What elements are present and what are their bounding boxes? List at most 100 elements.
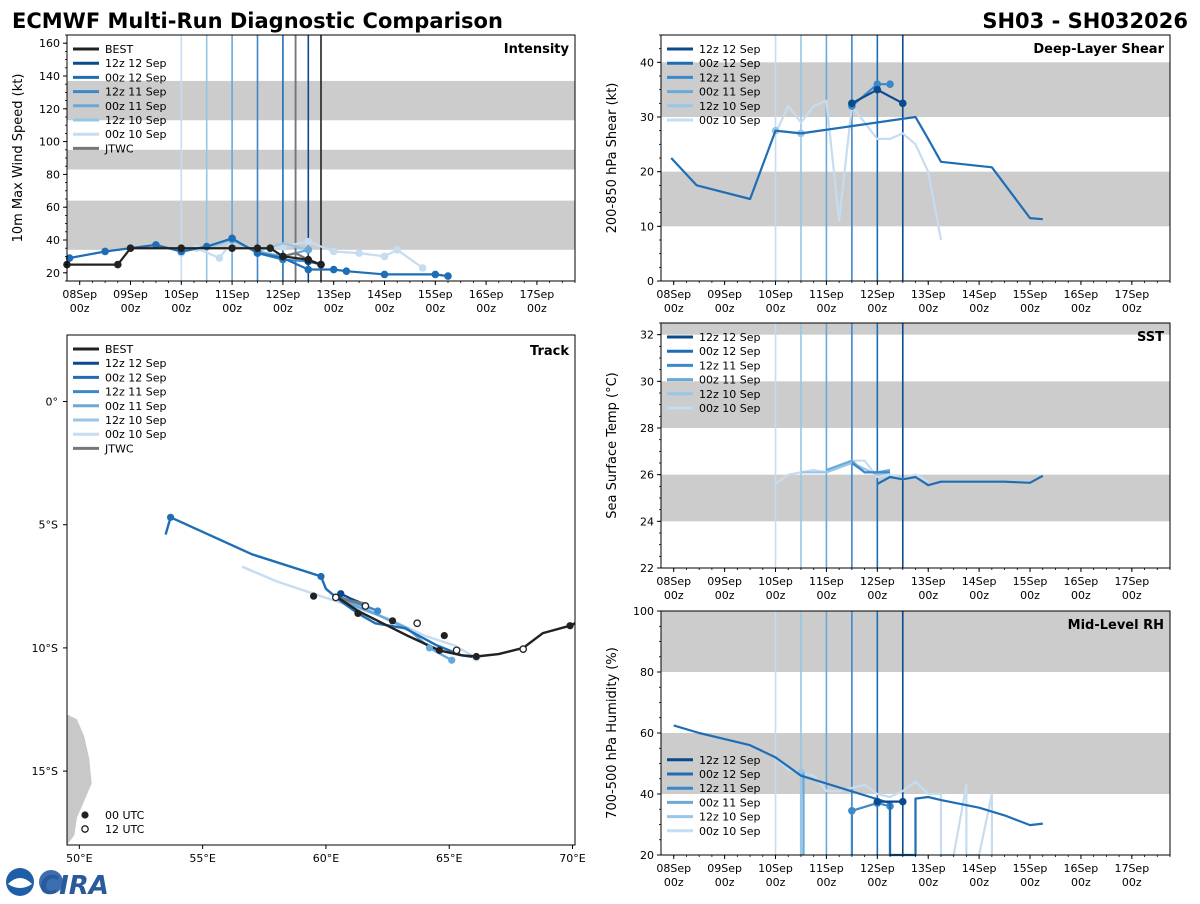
track-xtick-label: 55°E (189, 852, 215, 865)
track-point-12utc (453, 647, 459, 653)
intensity-series-point (330, 266, 338, 274)
intensity-xtick-sublabel: 00z (121, 302, 141, 315)
track-xtick-label: 50°E (66, 852, 92, 865)
track-xtick-label: 70°E (559, 852, 585, 865)
rh-xtick-sublabel: 00z (766, 876, 786, 889)
track-legend-label: 00z 10 Sep (105, 428, 167, 441)
intensity-legend-label: 12z 11 Sep (105, 86, 167, 99)
intensity-series-point (444, 272, 452, 280)
intensity-xtick-label: 12Sep (266, 288, 301, 301)
sst-xtick-sublabel: 00z (715, 589, 735, 602)
intensity-ytick-label: 60 (46, 201, 60, 214)
shear-series-point (886, 80, 894, 88)
sst-xtick-label: 15Sep (1013, 575, 1048, 588)
track-point-12utc (520, 646, 526, 652)
intensity-xtick-label: 17Sep (520, 288, 555, 301)
sst-xtick-sublabel: 00z (1071, 589, 1091, 602)
track-point-00utc (473, 653, 480, 660)
shear-series-point (899, 100, 907, 108)
rh-series-point (899, 798, 907, 806)
rh-series-point (848, 807, 856, 815)
track-title: Track (530, 344, 569, 359)
intensity-xtick-sublabel: 00z (375, 302, 395, 315)
rh-xtick-sublabel: 00z (1122, 876, 1142, 889)
track-point-00utc (441, 632, 448, 639)
shear-xtick-label: 10Sep (758, 288, 793, 301)
intensity-series-point (254, 244, 262, 252)
shear-ytick-label: 0 (647, 275, 654, 288)
sst-xtick-sublabel: 00z (1020, 589, 1040, 602)
rh-legend-label: 00z 12 Sep (699, 768, 761, 781)
sst-legend-label: 00z 10 Sep (699, 402, 761, 415)
track-legend-label: 00z 11 Sep (105, 400, 167, 413)
sst-ytick-label: 24 (640, 515, 654, 528)
rh-ytick-label: 100 (633, 605, 654, 618)
sst-xtick-label: 16Sep (1064, 575, 1099, 588)
intensity-series-point (178, 244, 186, 252)
track-legend-label: 12z 12 Sep (105, 357, 167, 370)
cira-logo: CIRA (6, 868, 109, 900)
intensity-xtick-sublabel: 00z (273, 302, 293, 315)
sst-legend-label: 00z 11 Sep (699, 374, 761, 387)
rh-legend-label: 12z 12 Sep (699, 754, 761, 767)
track-point-00utc (317, 573, 324, 580)
legend-00utc-marker (81, 811, 88, 818)
sst-ytick-label: 22 (640, 562, 654, 575)
shear-xtick-sublabel: 00z (1071, 302, 1091, 315)
intensity-series-point (330, 248, 338, 256)
shear-xtick-label: 16Sep (1064, 288, 1099, 301)
track-legend-label: 00z 12 Sep (105, 371, 167, 384)
sst-ylabel: Sea Surface Temp (°C) (605, 372, 620, 519)
shear-xtick-sublabel: 00z (766, 302, 786, 315)
intensity-series-point (305, 238, 313, 246)
track-legend-label: JTWC (104, 442, 134, 455)
intensity-legend-label: BEST (105, 43, 133, 56)
intensity-series-point (228, 244, 236, 252)
shear-xtick-label: 17Sep (1114, 288, 1149, 301)
intensity-xtick-sublabel: 00z (70, 302, 90, 315)
intensity-legend-label: 00z 12 Sep (105, 71, 167, 84)
intensity-legend-label: 12z 10 Sep (105, 114, 167, 127)
rh-legend-label: 00z 10 Sep (699, 825, 761, 838)
intensity-xtick-label: 08Sep (62, 288, 97, 301)
rh-xtick-sublabel: 00z (715, 876, 735, 889)
rh-xtick-label: 10Sep (758, 862, 793, 875)
shear-ytick-label: 20 (640, 166, 654, 179)
intensity-ytick-label: 20 (46, 267, 60, 280)
rh-xtick-sublabel: 00z (969, 876, 989, 889)
track-ytick-label: 15°S (32, 765, 58, 778)
intensity-legend-label: 00z 11 Sep (105, 100, 167, 113)
intensity-ylabel: 10m Max Wind Speed (kt) (11, 74, 26, 243)
track-point-00utc (374, 607, 381, 614)
sst-xtick-sublabel: 00z (918, 589, 938, 602)
rh-xtick-sublabel: 00z (1020, 876, 1040, 889)
rh-ytick-label: 20 (640, 849, 654, 862)
intensity-legend-label: 00z 10 Sep (105, 128, 167, 141)
shear-xtick-sublabel: 00z (817, 302, 837, 315)
storm-id: SH03 - SH032026 (982, 9, 1188, 33)
shear-xtick-sublabel: 00z (1122, 302, 1142, 315)
rh-xtick-sublabel: 00z (867, 876, 887, 889)
intensity-series-point (305, 266, 313, 274)
intensity-xtick-label: 16Sep (469, 288, 504, 301)
shear-ylabel: 200-850 hPa Shear (kt) (605, 83, 620, 234)
shear-band (661, 172, 1170, 227)
intensity-series-point (228, 235, 236, 243)
shear-xtick-label: 11Sep (809, 288, 844, 301)
rh-ytick-label: 40 (640, 788, 654, 801)
intensity-series-point (266, 244, 274, 252)
shear-xtick-sublabel: 00z (918, 302, 938, 315)
shear-xtick-sublabel: 00z (1020, 302, 1040, 315)
sst-xtick-label: 12Sep (860, 575, 895, 588)
intensity-xtick-label: 09Sep (113, 288, 148, 301)
intensity-ytick-label: 120 (39, 103, 60, 116)
sst-xtick-label: 09Sep (707, 575, 742, 588)
shear-series-point (874, 86, 882, 94)
sst-xtick-sublabel: 00z (766, 589, 786, 602)
rh-ylabel: 700-500 hPa Humidity (%) (605, 647, 620, 819)
shear-legend-label: 00z 10 Sep (699, 114, 761, 127)
shear-xtick-label: 12Sep (860, 288, 895, 301)
rh-xtick-sublabel: 00z (918, 876, 938, 889)
track-legend-label: 12z 10 Sep (105, 414, 167, 427)
